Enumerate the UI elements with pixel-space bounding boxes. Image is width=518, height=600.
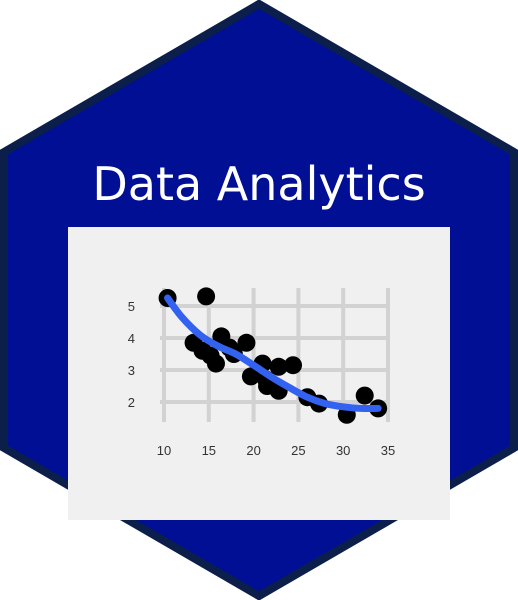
- data-point: [284, 356, 303, 375]
- data-point: [241, 367, 260, 386]
- y-tick-label: 5: [128, 299, 135, 314]
- y-tick-label: 2: [128, 395, 135, 410]
- scatter-chart: 10 15 20 25 30 35 2 3 4 5: [128, 287, 395, 458]
- x-tick-label: 20: [246, 443, 260, 458]
- y-tick-label: 3: [128, 363, 135, 378]
- chart-trend: [164, 294, 382, 413]
- logo-title: Data Analytics: [92, 157, 425, 211]
- data-point: [237, 333, 256, 352]
- data-point: [197, 287, 216, 306]
- trend-line: [164, 294, 382, 413]
- x-tick-label: 35: [381, 443, 395, 458]
- data-point: [269, 357, 288, 376]
- x-tick-label: 25: [291, 443, 305, 458]
- y-tick-label: 4: [128, 331, 135, 346]
- x-tick-label: 30: [336, 443, 350, 458]
- x-tick-label: 15: [202, 443, 216, 458]
- data-point: [355, 386, 374, 405]
- data-point: [206, 354, 225, 373]
- x-tick-label: 10: [157, 443, 171, 458]
- chart-ticks: 10 15 20 25 30 35 2 3 4 5: [128, 299, 395, 458]
